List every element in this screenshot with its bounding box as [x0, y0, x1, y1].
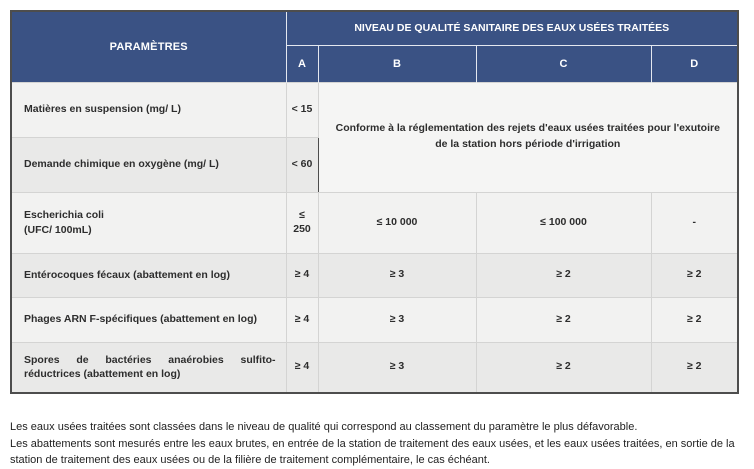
value-a: < 15 [285, 81, 319, 138]
value-a: ≥ 4 [285, 296, 319, 343]
table-row: Phages ARN F-spécifiques (abattement en … [10, 296, 739, 343]
param-matieres-suspension: Matières en suspension (mg/ L) [10, 81, 287, 138]
header-quality-title: NIVEAU DE QUALITÉ SANITAIRE DES EAUX USÉ… [286, 11, 739, 46]
value-a: ≤ 250 [285, 191, 319, 254]
table-header: PARAMÈTRES NIVEAU DE QUALITÉ SANITAIRE D… [11, 11, 739, 82]
value-d: ≥ 2 [650, 252, 739, 298]
water-quality-table: PARAMÈTRES NIVEAU DE QUALITÉ SANITAIRE D… [10, 10, 740, 394]
merged-conformity-cell: Conforme à la réglementation des rejets … [317, 81, 739, 193]
param-spores-bacteries: Spores de bactéries anaérobies sulfito-r… [10, 341, 287, 394]
table-body: Matières en suspension (mg/ L) < 15 Conf… [10, 81, 739, 394]
value-a: ≥ 4 [285, 341, 319, 394]
value-a: ≥ 4 [285, 252, 319, 298]
table-row: Matières en suspension (mg/ L) < 15 Conf… [10, 81, 739, 193]
footnotes: Les eaux usées traitées sont classées da… [10, 419, 750, 469]
header-level-a: A [286, 45, 318, 82]
header-level-d: D [650, 45, 739, 82]
value-d: - [650, 191, 739, 254]
table-row: Spores de bactéries anaérobies sulfito-r… [10, 341, 739, 394]
table-row: Entérocoques fécaux (abattement en log) … [10, 252, 739, 298]
value-d: ≥ 2 [650, 341, 739, 394]
value-a-line-2: 250 [293, 222, 311, 235]
param-line-1: Escherichia coli [24, 209, 104, 222]
value-a-line-1: ≤ [299, 208, 305, 221]
value-c: ≥ 2 [475, 296, 652, 343]
value-d: ≥ 2 [650, 296, 739, 343]
value-c: ≥ 2 [475, 341, 652, 394]
param-line-2: (UFC/ 100mL) [24, 223, 92, 236]
header-level-b: B [317, 45, 476, 82]
table-row: Escherichia coli (UFC/ 100mL) ≤ 250 ≤ 10… [10, 191, 739, 254]
param-phages-arn: Phages ARN F-spécifiques (abattement en … [10, 296, 287, 343]
param-escherichia-coli: Escherichia coli (UFC/ 100mL) [10, 191, 287, 254]
value-b: ≥ 3 [317, 296, 477, 343]
param-enterocoques: Entérocoques fécaux (abattement en log) [10, 252, 287, 298]
table-row: Demande chimique en oxygène (mg/ L) < 60 [10, 136, 738, 193]
value-c: ≤ 100 000 [475, 191, 652, 254]
value-b: ≥ 3 [317, 341, 477, 394]
value-b: ≥ 3 [317, 252, 477, 298]
value-b: ≤ 10 000 [317, 191, 477, 254]
footnote-classification: Les eaux usées traitées sont classées da… [10, 421, 638, 433]
param-demande-chimique: Demande chimique en oxygène (mg/ L) [10, 136, 287, 193]
header-parametres: PARAMÈTRES [11, 11, 287, 82]
footnote-abattements: Les abattements sont mesurés entre les e… [10, 437, 735, 467]
header-level-c: C [475, 45, 651, 82]
value-a: < 60 [285, 136, 319, 193]
value-c: ≥ 2 [475, 252, 652, 298]
